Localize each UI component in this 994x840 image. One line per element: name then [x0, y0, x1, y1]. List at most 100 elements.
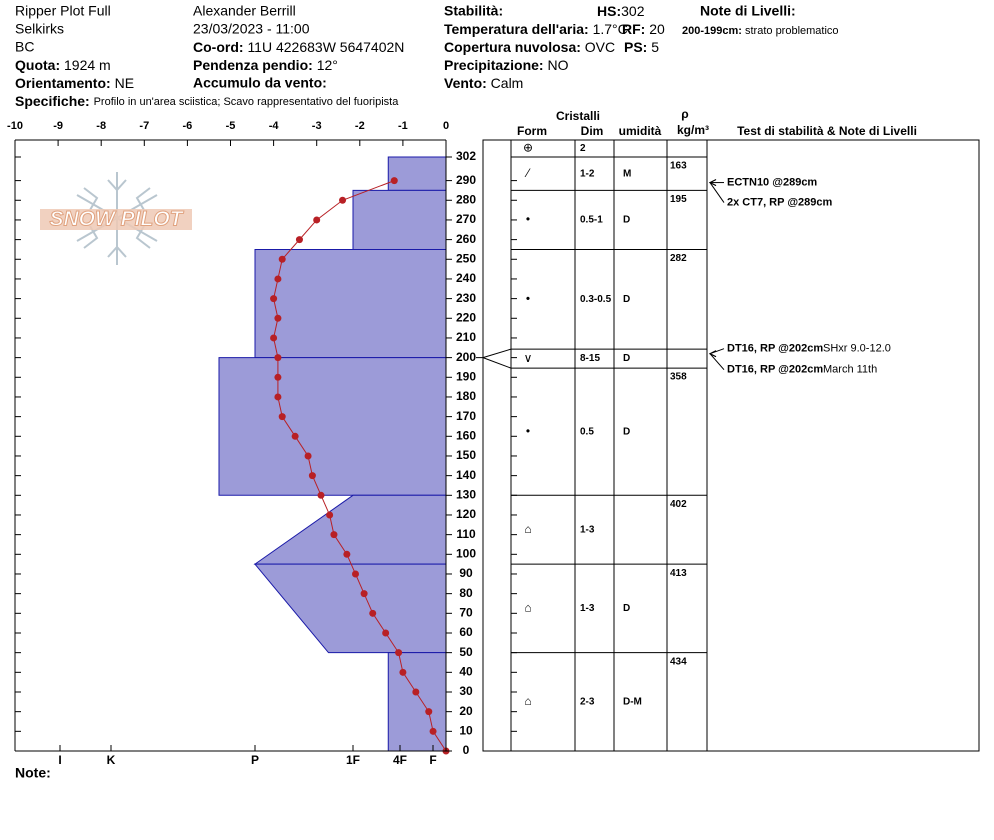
y-tick-label: 0 — [463, 743, 470, 757]
density-symbol: ρ — [681, 107, 688, 121]
crystal-form: ⌂ — [524, 601, 531, 615]
value: 12° — [317, 57, 338, 73]
test-name: DT16, RP @202cm — [727, 364, 823, 376]
hardness-layer — [253, 494, 447, 565]
label: Orientamento: — [15, 75, 111, 91]
temperature-point — [412, 688, 420, 696]
label: Temperatura dell'aria: — [444, 21, 589, 37]
hardness-layer — [387, 652, 447, 752]
temperature-point — [390, 177, 398, 185]
crystal-form: ⊕ — [523, 141, 533, 155]
x-tick-label: -4 — [269, 120, 280, 132]
y-tick-label: 160 — [456, 428, 476, 442]
moisture: D — [623, 215, 630, 226]
temperature-point — [382, 629, 390, 637]
hardness-layer — [352, 189, 447, 250]
y-tick-label: 270 — [456, 212, 476, 226]
notes-label: Note: — [15, 765, 51, 781]
layer-connector — [482, 348, 512, 359]
x-tick-label: 0 — [443, 120, 449, 132]
size-header: Dim — [581, 124, 604, 138]
temperature-point — [291, 432, 299, 440]
y-tick-label: 280 — [456, 192, 476, 206]
value: 1.7°C — [593, 21, 628, 37]
value: NO — [547, 57, 568, 73]
specifics: Specifiche: Profilo in un'area sciistica… — [15, 93, 399, 109]
label: HS: — [597, 3, 621, 19]
test-name: 2x CT7, RP @289cm — [727, 196, 833, 208]
value: 11U 422683W 5647402N — [247, 39, 404, 55]
crystals-header: Cristalli — [556, 109, 600, 123]
temperature-point — [295, 236, 303, 244]
x-tick-label: -7 — [139, 120, 149, 132]
x-tick-label: -9 — [53, 120, 63, 132]
x-tick-label: -3 — [312, 120, 322, 132]
label: RF: — [622, 21, 645, 37]
table-frame — [482, 139, 980, 752]
temperature-point — [274, 314, 282, 322]
moisture: D — [623, 426, 630, 437]
test-note: March 11th — [823, 364, 877, 376]
y-tick-label: 230 — [456, 291, 476, 305]
temperature-point — [330, 531, 338, 539]
temperature-point — [274, 275, 282, 283]
crystal-size: 1-3 — [580, 524, 595, 535]
value: OVC — [585, 39, 615, 55]
moisture: D — [623, 294, 630, 305]
observer: Alexander Berrill — [193, 3, 296, 19]
y-tick-label: 90 — [459, 566, 473, 580]
hardness-tick-label: 4F — [393, 753, 407, 767]
y-tick-label: 190 — [456, 369, 476, 383]
crystal-size: 0.5-1 — [580, 215, 603, 226]
text: strato problematico — [745, 25, 839, 37]
crystal-form: • — [526, 424, 530, 438]
form-header: Form — [517, 124, 547, 138]
crystal-size: 2 — [580, 143, 586, 154]
label: Vento: — [444, 75, 487, 91]
hardness-layer — [387, 156, 447, 191]
y-tick-label: 120 — [456, 507, 476, 521]
temperature-point — [395, 649, 403, 657]
title: Ripper Plot Full — [15, 3, 111, 19]
temperature-point — [369, 609, 377, 617]
test-arrow — [709, 182, 725, 203]
y-tick-label: 100 — [456, 546, 476, 560]
y-tick-label: 130 — [456, 487, 476, 501]
density: 434 — [670, 656, 687, 667]
test-label: 2x CT7, RP @289cm — [727, 196, 833, 208]
density: 195 — [670, 194, 687, 205]
temperature-point — [317, 491, 325, 499]
value: 302 — [621, 3, 645, 19]
moisture-header: umidità — [619, 124, 662, 138]
hardness-tick-label: 1F — [346, 753, 360, 767]
layer-notes-title: Note di Livelli: — [700, 3, 796, 19]
hardness-tick-label: F — [429, 753, 436, 767]
precip: Precipitazione: NO — [444, 57, 569, 73]
y-tick-label: 110 — [456, 527, 476, 541]
plot — [218, 156, 450, 755]
aspect: Orientamento: NE — [15, 75, 134, 91]
x-tick-label: -5 — [226, 120, 236, 132]
region: BC — [15, 39, 34, 55]
temperature-point — [270, 295, 278, 303]
hardness-tick-label: I — [58, 753, 61, 767]
temperature-point — [278, 255, 286, 263]
density: 282 — [670, 253, 687, 264]
rf: RF: 20 — [622, 21, 665, 37]
temperature-point — [274, 373, 282, 381]
hardness-layer — [254, 248, 447, 359]
y-tick-label: 40 — [459, 664, 473, 678]
crystal-size: 0.5 — [580, 426, 594, 437]
temperature-point — [278, 413, 286, 421]
coords: Co-ord: 11U 422683W 5647402N — [193, 39, 404, 55]
temperature-point — [304, 452, 312, 460]
density-unit: kg/m³ — [677, 123, 709, 137]
label: Copertura nuvolosa: — [444, 39, 581, 55]
layer-note: 200-199cm: strato problematico — [682, 25, 839, 37]
temperature-point — [313, 216, 321, 224]
crystal-size: 2-3 — [580, 696, 595, 707]
y-tick-label: 150 — [456, 448, 476, 462]
temperature-point — [351, 570, 359, 578]
cloud: Copertura nuvolosa: OVC — [444, 39, 615, 55]
x-tick-label: -2 — [355, 120, 365, 132]
